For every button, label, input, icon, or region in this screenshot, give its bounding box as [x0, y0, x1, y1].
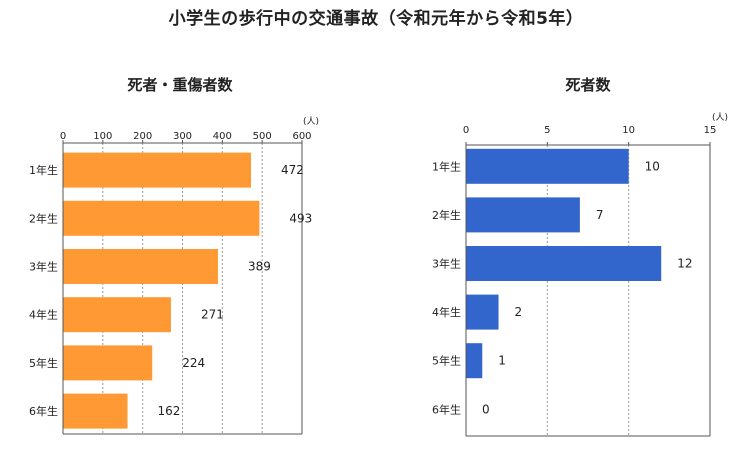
- value-label: 493: [289, 211, 312, 225]
- unit-label: (人): [303, 116, 319, 127]
- bar-5: [63, 345, 153, 381]
- bar-1: [466, 148, 629, 184]
- bar-3: [63, 249, 218, 284]
- bar-2: [63, 200, 260, 236]
- tick-label: 0: [463, 125, 469, 136]
- value-label: 0: [482, 402, 490, 416]
- value-label: 10: [645, 159, 660, 173]
- chart-title-deaths: 死者数: [565, 76, 611, 94]
- category-label: 1年生: [432, 159, 461, 173]
- category-label: 3年生: [29, 260, 58, 274]
- tick-label: 400: [213, 131, 232, 142]
- category-label: 5年生: [432, 354, 461, 368]
- unit-label: (人): [712, 112, 728, 123]
- value-label: 162: [158, 404, 181, 418]
- tick-label: 5: [544, 125, 550, 136]
- page-title: 小学生の歩行中の交通事故（令和元年から令和5年）: [168, 9, 584, 29]
- tick-label: 600: [292, 131, 311, 142]
- category-label: 6年生: [432, 402, 461, 416]
- tick-label: 100: [93, 131, 112, 142]
- chart-title-serious: 死者・重傷者数: [127, 76, 233, 94]
- category-label: 4年生: [29, 308, 58, 322]
- value-label: 472: [281, 163, 304, 177]
- bar-6: [63, 393, 128, 429]
- category-label: 1年生: [29, 163, 58, 177]
- bar-4: [466, 294, 499, 330]
- category-label: 5年生: [29, 356, 58, 370]
- bar-1: [63, 152, 252, 188]
- tick-label: 10: [622, 125, 635, 136]
- tick-label: 300: [173, 131, 192, 142]
- value-label: 271: [201, 308, 224, 322]
- value-label: 2: [515, 305, 523, 319]
- bar-3: [466, 246, 662, 281]
- tick-label: 200: [133, 131, 152, 142]
- tick-label: 15: [704, 125, 717, 136]
- category-label: 6年生: [29, 404, 58, 418]
- tick-label: 500: [253, 131, 272, 142]
- category-label: 3年生: [432, 257, 461, 271]
- value-label: 389: [248, 260, 271, 274]
- bar-4: [63, 297, 171, 333]
- value-label: 1: [498, 354, 506, 368]
- bar-5: [466, 343, 483, 379]
- value-label: 12: [677, 257, 692, 271]
- tick-label: 0: [60, 131, 66, 142]
- bar-2: [466, 197, 580, 233]
- value-label: 7: [596, 208, 604, 222]
- category-label: 4年生: [432, 305, 461, 319]
- category-label: 2年生: [432, 208, 461, 222]
- value-label: 224: [182, 356, 205, 370]
- category-label: 2年生: [29, 211, 58, 225]
